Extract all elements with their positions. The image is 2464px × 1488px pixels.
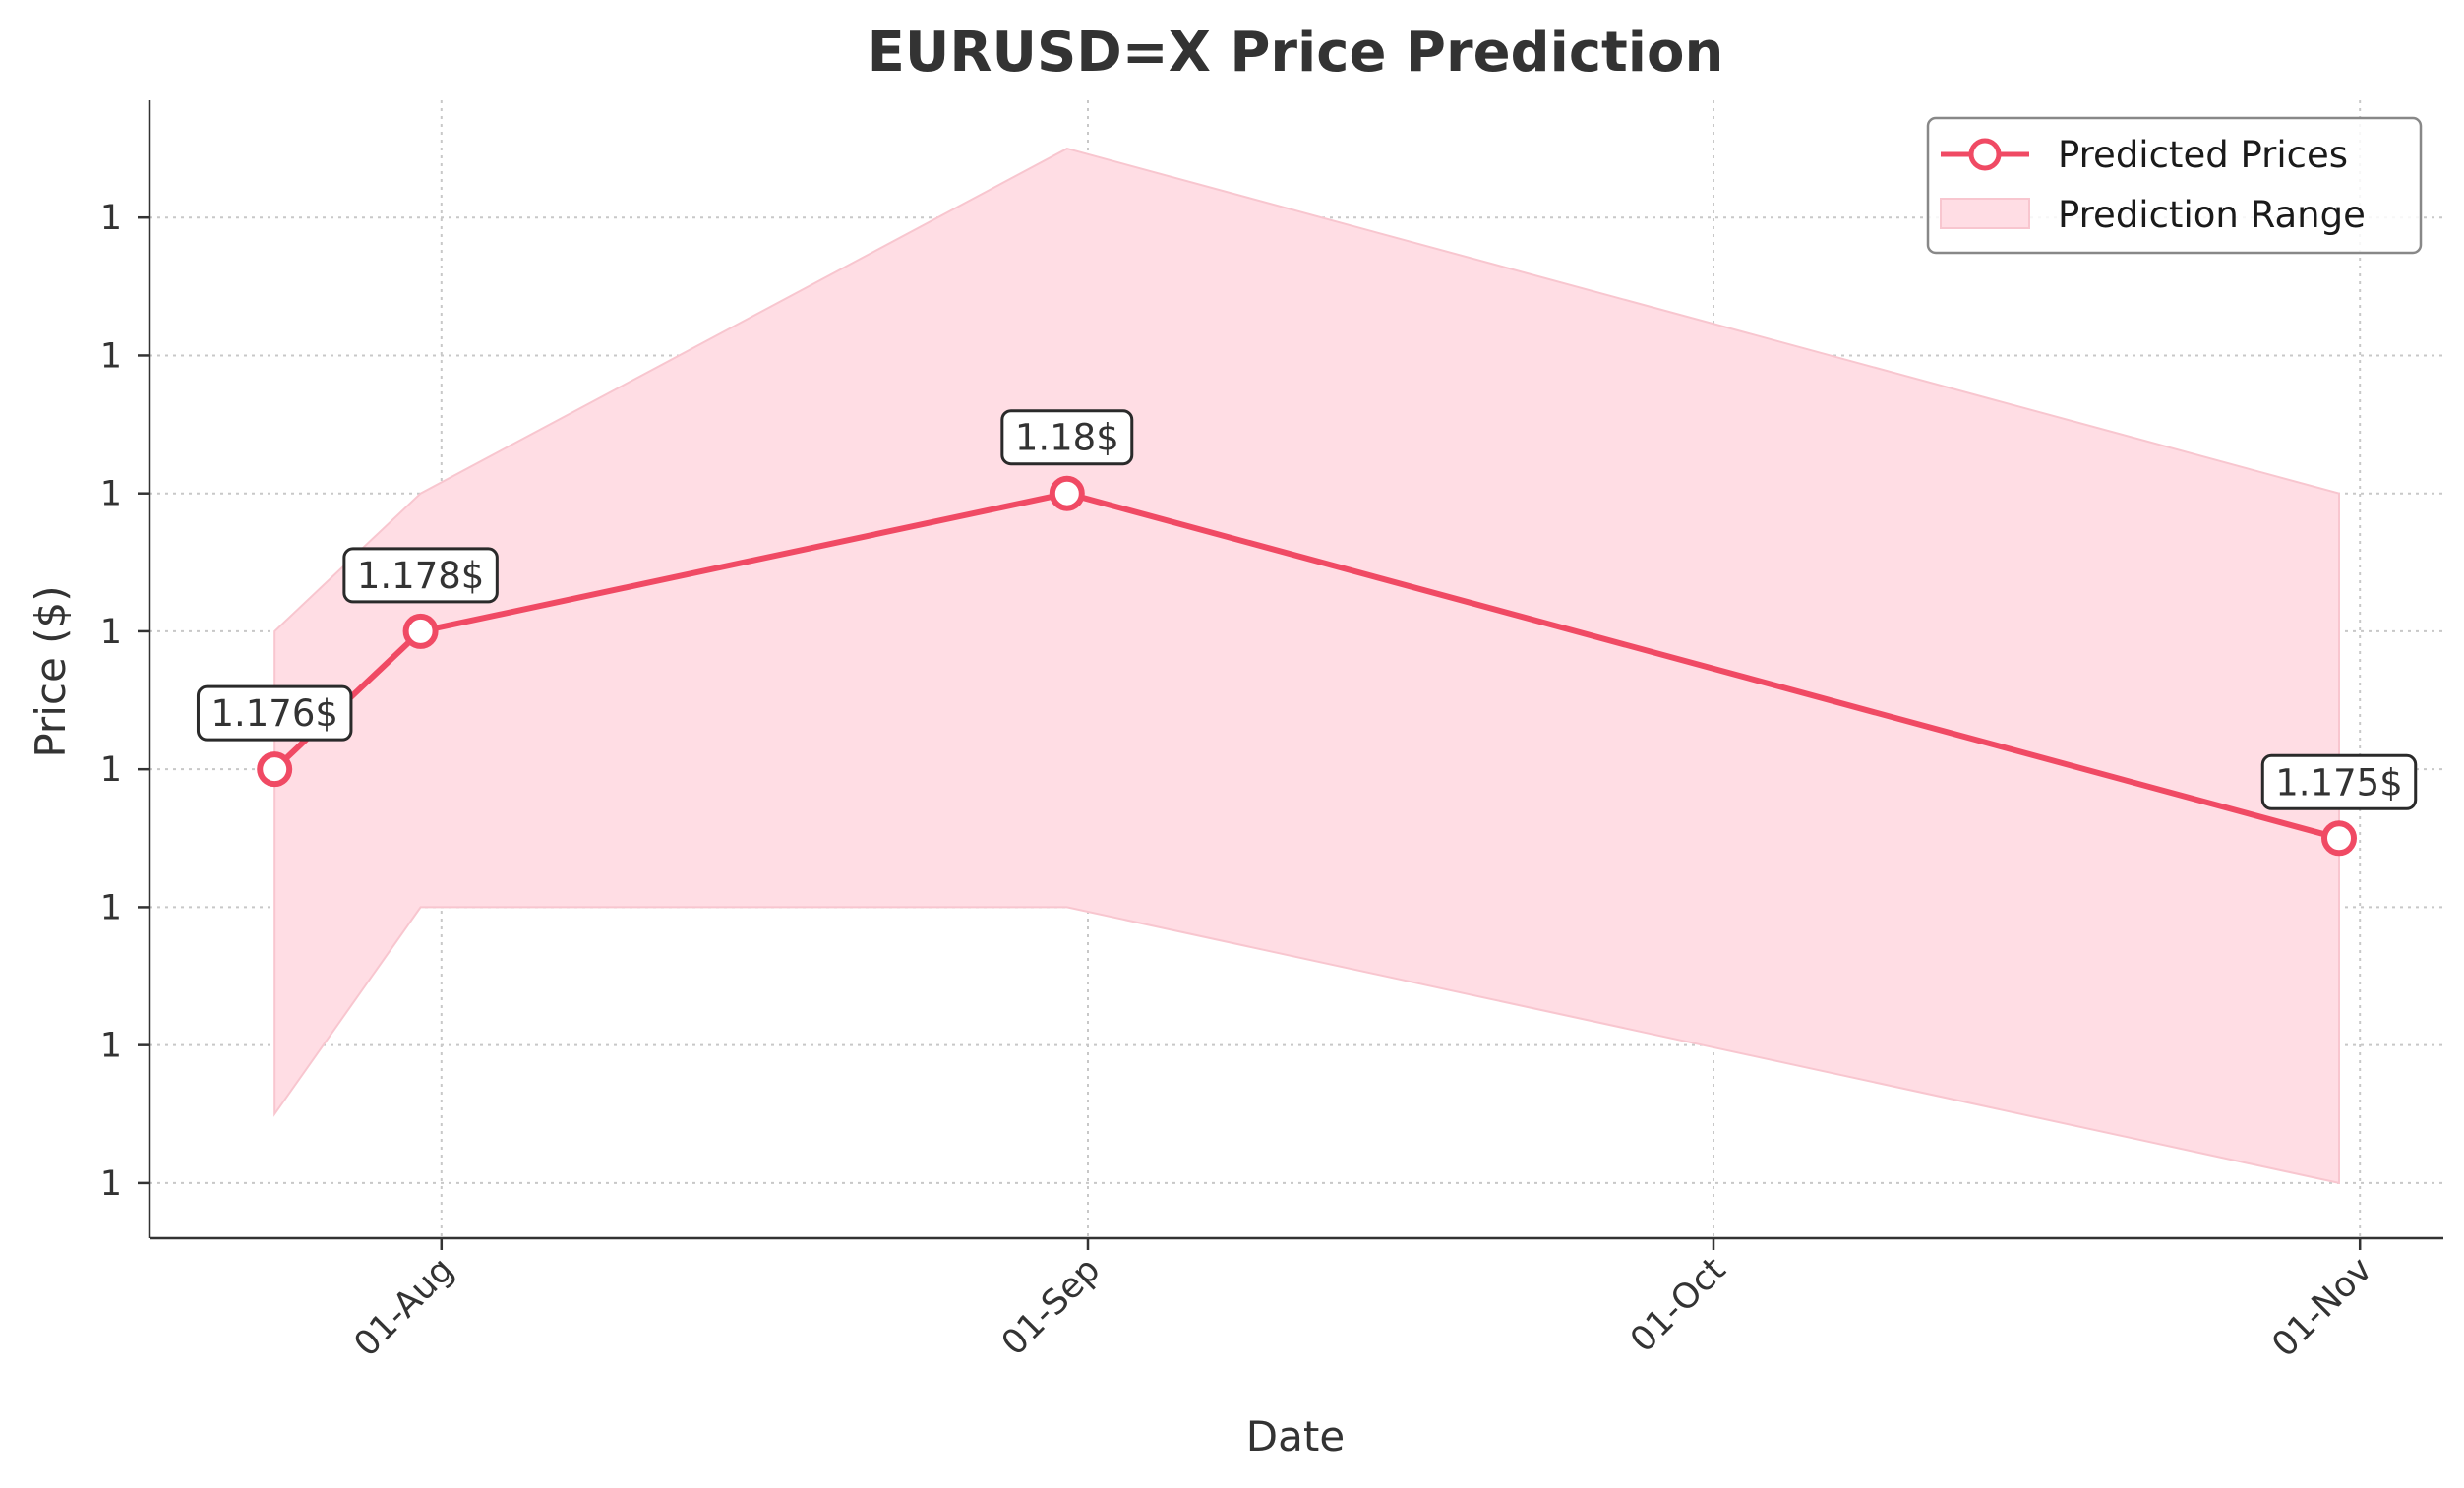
chart-title: EURUSD=X Price Prediction — [868, 21, 1724, 85]
y-tick-label: 1 — [100, 1164, 122, 1204]
data-label-group: 1.176$ — [196, 684, 353, 742]
y-tick-label: 1 — [100, 1027, 122, 1066]
price-marker — [402, 613, 439, 649]
y-tick-label: 1 — [100, 613, 122, 652]
y-axis-label: Price ($) — [27, 585, 75, 757]
data-label-group: 1.18$ — [1000, 409, 1134, 466]
axes — [148, 100, 2443, 1240]
legend-box — [1926, 116, 2423, 255]
y-tick-label: 1 — [100, 888, 122, 927]
price-marker — [2321, 820, 2357, 857]
y-tick-label: 1 — [100, 199, 122, 238]
y-tick-label: 1 — [100, 336, 122, 376]
predicted-price-markers — [257, 475, 2357, 857]
x-axis-label: Date — [1246, 1412, 1345, 1460]
legend-label-predicted: Predicted Prices — [2058, 134, 2348, 176]
data-label: 1.175$ — [2275, 761, 2402, 804]
legend-marker-swatch — [1968, 138, 2002, 171]
legend-range-swatch — [1940, 198, 2030, 229]
legend: Predicted Prices Prediction Range — [1926, 116, 2423, 255]
data-label-box — [1000, 409, 1134, 466]
data-label-box — [2260, 753, 2418, 810]
data-label-group: 1.178$ — [342, 547, 499, 604]
y-tick-label: 1 — [100, 475, 122, 514]
data-labels: 1.176$ 1.178$ 1.18$ 1.175$ — [196, 409, 2418, 810]
price-marker — [1049, 475, 1085, 511]
y-tick-label: 1 — [100, 750, 122, 790]
data-label-box — [342, 547, 499, 604]
price-marker — [257, 751, 293, 788]
data-label-group: 1.175$ — [2260, 753, 2418, 810]
data-label: 1.18$ — [1015, 417, 1119, 459]
legend-label-range: Prediction Range — [2058, 194, 2366, 236]
data-label-box — [196, 684, 353, 742]
prediction-range-band — [273, 148, 2340, 1185]
data-label: 1.178$ — [357, 555, 484, 597]
y-ticks: 1 1 1 1 1 1 1 1 — [100, 199, 150, 1204]
data-label: 1.176$ — [210, 692, 337, 735]
